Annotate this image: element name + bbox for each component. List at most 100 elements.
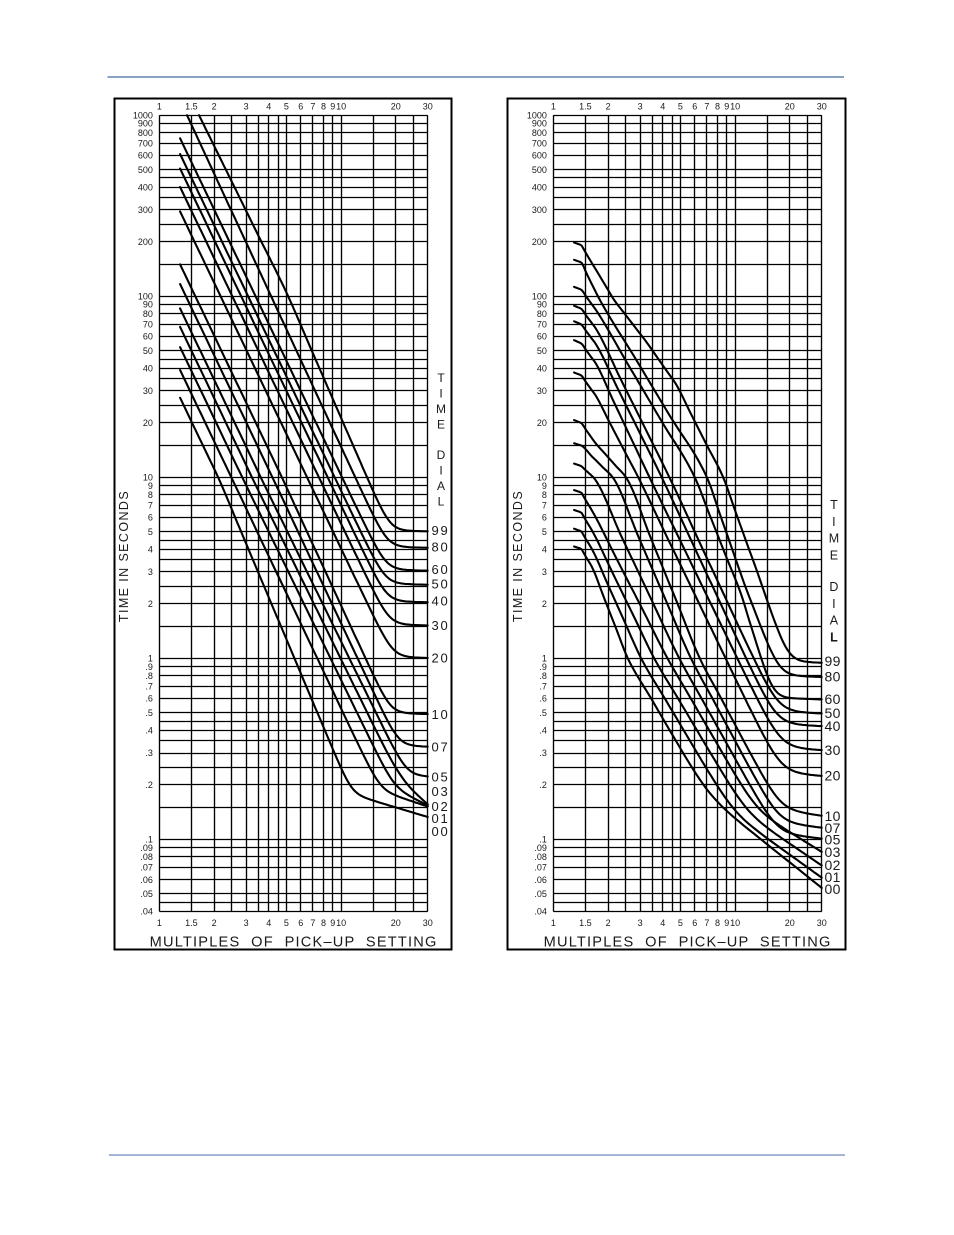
svg-text:30: 30 — [432, 618, 450, 633]
svg-text:03: 03 — [825, 844, 841, 860]
svg-text:10: 10 — [336, 918, 346, 928]
svg-text:5: 5 — [542, 527, 547, 537]
svg-text:9: 9 — [330, 102, 335, 112]
svg-text:07: 07 — [825, 820, 841, 836]
svg-text:800: 800 — [138, 128, 153, 138]
svg-text:.9: .9 — [539, 662, 547, 672]
svg-text:10: 10 — [143, 473, 153, 483]
svg-text:100: 100 — [532, 291, 547, 301]
svg-text:7: 7 — [148, 501, 153, 511]
svg-text:20: 20 — [432, 650, 450, 665]
svg-text:20: 20 — [785, 102, 795, 112]
svg-text:700: 700 — [532, 138, 547, 148]
svg-text:TIME IN SECONDS: TIME IN SECONDS — [511, 490, 525, 622]
svg-text:200: 200 — [138, 237, 153, 247]
svg-text:6: 6 — [298, 918, 303, 928]
svg-text:6: 6 — [692, 102, 697, 112]
svg-text:.5: .5 — [145, 708, 153, 718]
svg-text:D: D — [829, 580, 838, 594]
svg-text:.5: .5 — [539, 708, 547, 718]
svg-text:1: 1 — [157, 918, 162, 928]
svg-text:4: 4 — [660, 918, 665, 928]
svg-text:40: 40 — [432, 593, 450, 608]
svg-text:7: 7 — [542, 501, 547, 511]
svg-text:900: 900 — [532, 119, 547, 129]
svg-text:400: 400 — [138, 182, 153, 192]
svg-text:MULTIPLES OF PICK–UP SETTING: MULTIPLES OF PICK–UP SETTING — [544, 934, 832, 950]
svg-text:1: 1 — [148, 654, 153, 664]
svg-text:07: 07 — [432, 739, 450, 754]
svg-text:8: 8 — [715, 102, 720, 112]
svg-text:.08: .08 — [140, 852, 153, 862]
svg-text:300: 300 — [138, 205, 153, 215]
svg-text:10: 10 — [336, 102, 346, 112]
svg-text:30: 30 — [817, 102, 827, 112]
svg-text:70: 70 — [537, 320, 547, 330]
svg-text:L: L — [830, 630, 838, 644]
svg-text:9: 9 — [724, 918, 729, 928]
svg-text:6: 6 — [692, 918, 697, 928]
svg-text:I: I — [832, 515, 835, 529]
svg-text:1.5: 1.5 — [185, 102, 198, 112]
svg-text:.4: .4 — [539, 726, 547, 736]
svg-text:80: 80 — [432, 539, 450, 554]
svg-text:7: 7 — [310, 918, 315, 928]
svg-text:5: 5 — [678, 102, 683, 112]
svg-text:MULTIPLES OF PICK–UP SETTING: MULTIPLES OF PICK–UP SETTING — [150, 934, 438, 950]
svg-text:9: 9 — [330, 918, 335, 928]
svg-text:1: 1 — [542, 654, 547, 664]
svg-text:30: 30 — [423, 918, 433, 928]
svg-text:800: 800 — [532, 128, 547, 138]
svg-text:5: 5 — [284, 102, 289, 112]
svg-text:3: 3 — [244, 102, 249, 112]
svg-text:20: 20 — [143, 418, 153, 428]
svg-text:60: 60 — [432, 562, 450, 577]
svg-text:80: 80 — [825, 668, 841, 684]
svg-text:9: 9 — [148, 481, 153, 491]
svg-text:10: 10 — [432, 707, 450, 722]
svg-text:1.5: 1.5 — [579, 102, 592, 112]
svg-text:7: 7 — [704, 918, 709, 928]
svg-text:30: 30 — [143, 386, 153, 396]
svg-text:.04: .04 — [140, 907, 153, 917]
svg-text:E: E — [437, 418, 445, 432]
svg-text:1: 1 — [551, 102, 556, 112]
svg-text:.6: .6 — [145, 694, 153, 704]
svg-text:90: 90 — [143, 300, 153, 310]
svg-text:700: 700 — [138, 138, 153, 148]
svg-text:E: E — [830, 548, 838, 562]
svg-text:01: 01 — [432, 811, 450, 826]
svg-text:.1: .1 — [145, 835, 153, 845]
svg-text:05: 05 — [432, 769, 450, 784]
svg-text:.8: .8 — [145, 671, 153, 681]
svg-text:4: 4 — [542, 545, 547, 555]
svg-text:A: A — [437, 479, 445, 493]
svg-text:5: 5 — [284, 918, 289, 928]
svg-text:2: 2 — [606, 918, 611, 928]
svg-text:20: 20 — [391, 102, 401, 112]
svg-text:5: 5 — [678, 918, 683, 928]
svg-text:.2: .2 — [539, 780, 547, 790]
svg-text:.07: .07 — [534, 863, 547, 873]
svg-text:1.5: 1.5 — [185, 918, 198, 928]
svg-text:500: 500 — [532, 165, 547, 175]
svg-text:5: 5 — [148, 527, 153, 537]
svg-text:.7: .7 — [145, 682, 153, 692]
svg-text:30: 30 — [817, 918, 827, 928]
svg-text:8: 8 — [148, 490, 153, 500]
svg-text:.09: .09 — [140, 843, 153, 853]
svg-text:.4: .4 — [145, 726, 153, 736]
svg-text:60: 60 — [825, 691, 841, 707]
svg-text:400: 400 — [532, 182, 547, 192]
svg-text:2: 2 — [148, 599, 153, 609]
svg-text:M: M — [436, 402, 446, 416]
svg-text:8: 8 — [321, 102, 326, 112]
svg-text:7: 7 — [310, 102, 315, 112]
svg-text:9: 9 — [724, 102, 729, 112]
svg-text:90: 90 — [537, 300, 547, 310]
svg-text:40: 40 — [143, 364, 153, 374]
svg-text:05: 05 — [825, 831, 841, 847]
svg-text:2: 2 — [212, 918, 217, 928]
svg-text:.8: .8 — [539, 671, 547, 681]
svg-text:6: 6 — [148, 513, 153, 523]
